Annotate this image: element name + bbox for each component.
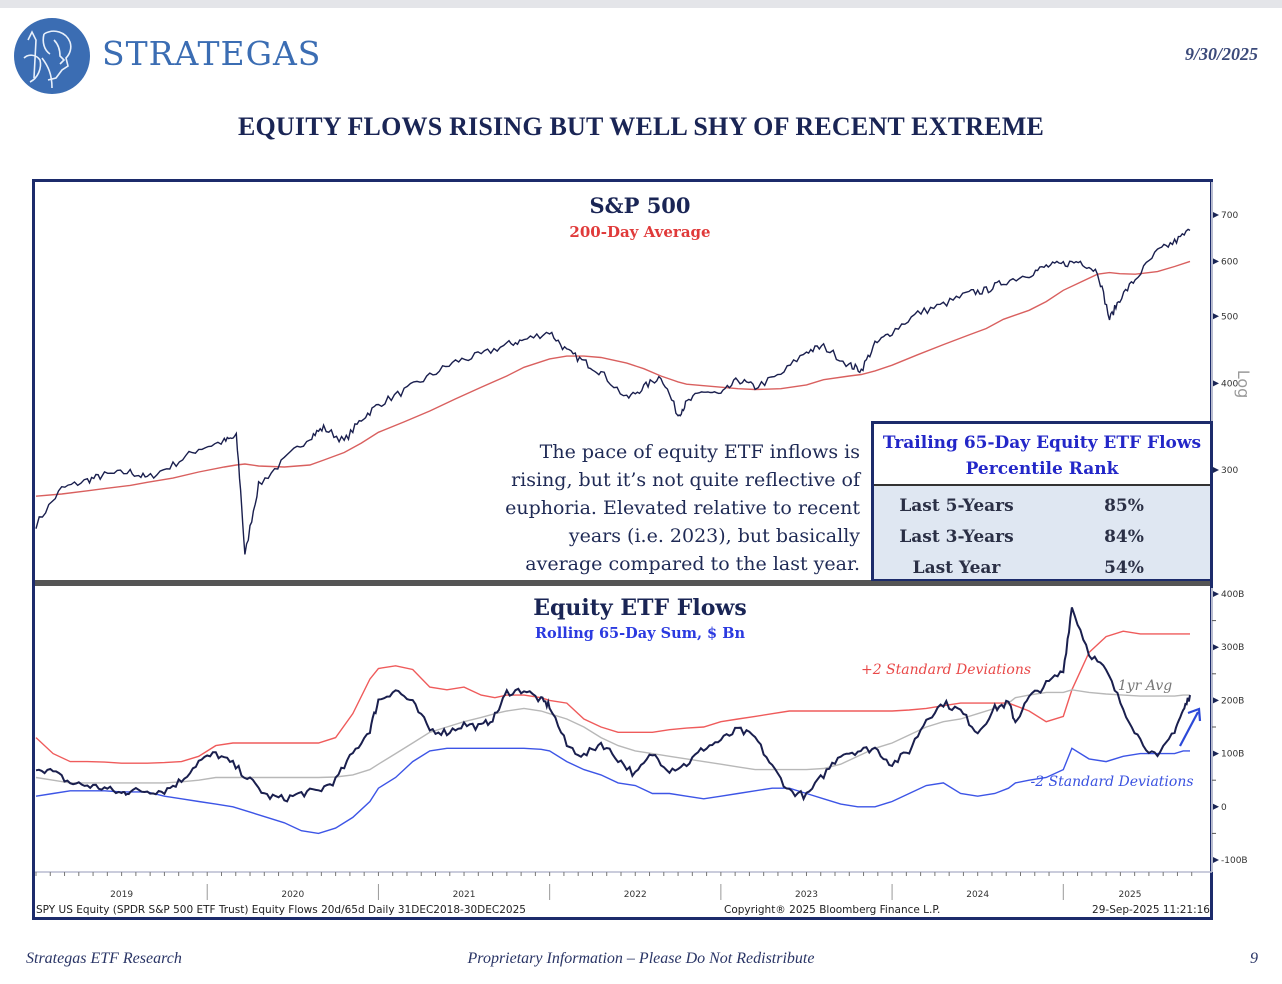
copyright-notice: Copyright® 2025 Bloomberg Finance L.P. — [724, 904, 941, 916]
avg-label: 1yr Avg — [1118, 678, 1172, 694]
row-label: Last 5-Years — [899, 495, 1014, 516]
commentary-line: average compared to the last year. — [525, 553, 860, 575]
sp500-200day-average-line — [35, 260, 1191, 497]
commentary-line: years (i.e. 2023), but basically — [568, 525, 860, 547]
y-tick-label: 600 — [1221, 257, 1238, 267]
y-tick-mark — [1213, 313, 1219, 320]
x-tick-label: 2023 — [795, 890, 818, 900]
table-row: Last Year 54% — [874, 552, 1210, 583]
row-value: 54% — [1104, 557, 1144, 578]
row-label: Last Year — [912, 557, 1001, 578]
flows-subtitle: Rolling 65-Day Sum, $ Bn — [535, 625, 745, 642]
y-tick-mark — [1213, 591, 1219, 597]
x-tick-label: 2022 — [624, 890, 647, 900]
footer-research-name: Strategas ETF Research — [26, 950, 182, 967]
row-value: 85% — [1104, 495, 1144, 516]
y-tick-label: 300 — [1221, 466, 1238, 476]
x-tick-label: 2025 — [1119, 890, 1142, 900]
lower-band-label: -2 Standard Deviations — [1030, 774, 1193, 790]
y-tick-mark — [1213, 467, 1219, 473]
top-bar — [0, 0, 1282, 8]
y-tick-mark — [1213, 212, 1219, 218]
y-tick-label: 0 — [1221, 803, 1227, 813]
row-label: Last 3-Years — [899, 526, 1014, 547]
upper-band-line — [35, 630, 1190, 764]
spartan-warrior-logo-icon — [14, 18, 90, 94]
source-description: SPY US Equity (SPDR S&P 500 ETF Trust) E… — [36, 904, 526, 916]
row-value: 84% — [1104, 526, 1144, 547]
sp500-title: S&P 500 — [589, 193, 690, 218]
y-tick-label: 100B — [1221, 750, 1244, 760]
commentary-line: euphoria. Elevated relative to recent — [505, 497, 860, 519]
sp500-price-line — [35, 228, 1191, 555]
rank-table-title: Trailing 65-Day Equity ETF Flows — [882, 433, 1202, 453]
report-date: 9/30/2025 — [1184, 44, 1258, 64]
table-row: Last 5-Years 85% — [874, 490, 1210, 521]
y-tick-label: 500 — [1221, 312, 1238, 322]
y-tick-mark — [1213, 803, 1219, 810]
lower-band-line — [35, 747, 1190, 835]
y-tick-label: 300B — [1221, 643, 1244, 653]
y-tick-mark — [1213, 644, 1219, 651]
brand-name: STRATEGAS — [102, 34, 322, 73]
y-tick-label: 200B — [1221, 696, 1244, 706]
commentary-text: The pace of equity ETF inflows is rising… — [480, 438, 860, 578]
sp500-subtitle: 200-Day Average — [569, 223, 710, 241]
footer-disclaimer: Proprietary Information – Please Do Not … — [467, 950, 815, 967]
x-tick-label: 2024 — [966, 890, 989, 900]
panel-divider — [35, 580, 1210, 586]
y-tick-mark — [1213, 380, 1219, 387]
rank-table-subtitle: Percentile Rank — [965, 459, 1119, 479]
x-tick-label: 2019 — [110, 890, 133, 900]
x-tick-label: 2021 — [453, 890, 476, 900]
commentary-line: The pace of equity ETF inflows is — [539, 441, 860, 463]
percentile-rank-table: Trailing 65-Day Equity ETF Flows Percent… — [871, 421, 1213, 581]
rank-table-header: Trailing 65-Day Equity ETF Flows Percent… — [874, 424, 1210, 486]
y-tick-mark — [1213, 697, 1219, 704]
y-tick-label: -100B — [1221, 856, 1248, 866]
page-number: 9 — [1250, 950, 1258, 967]
one-year-average-line — [35, 689, 1190, 784]
y-tick-label: 400B — [1221, 590, 1244, 600]
y-tick-label: 700 — [1221, 211, 1238, 221]
x-tick-label: 2020 — [281, 890, 304, 900]
y-tick-label: 400 — [1221, 379, 1238, 389]
y-tick-mark — [1213, 750, 1219, 757]
equity-flows-line — [35, 607, 1191, 803]
y-tick-mark — [1213, 258, 1219, 265]
rank-table-body: Last 5-Years 85% Last 3-Years 84% Last Y… — [874, 486, 1210, 579]
commentary-line: rising, but it’s not quite reflective of — [511, 469, 860, 491]
table-row: Last 3-Years 84% — [874, 521, 1210, 552]
page-title: EQUITY FLOWS RISING BUT WELL SHY OF RECE… — [237, 112, 1045, 141]
log-axis-label: Log — [1234, 370, 1253, 399]
data-timestamp: 29-Sep-2025 11:21:16 — [1092, 904, 1210, 916]
rising-arrow-icon — [1179, 707, 1202, 747]
upper-band-label: +2 Standard Deviations — [861, 662, 1031, 678]
flows-title: Equity ETF Flows — [533, 595, 747, 621]
y-tick-mark — [1213, 857, 1219, 863]
